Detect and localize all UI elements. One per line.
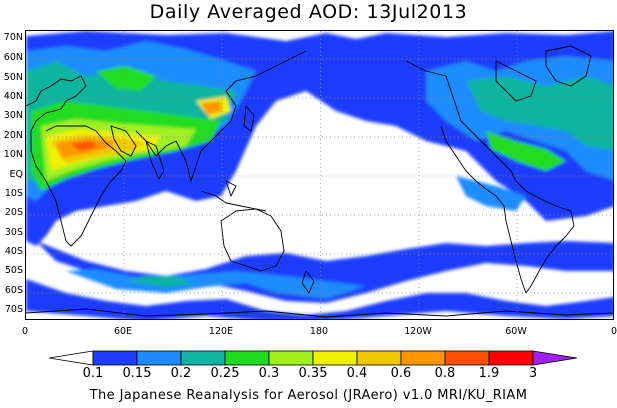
map-title: Daily Averaged AOD: 13Jul2013 bbox=[149, 1, 468, 23]
lat-label: 40S bbox=[4, 246, 23, 257]
colorbar-label: 0.35 bbox=[298, 366, 328, 381]
lat-label: 30S bbox=[4, 227, 23, 238]
colorbar-cell bbox=[92, 350, 138, 366]
footer-credit: The Japanese Reanalysis for Aerosol (JRA… bbox=[89, 388, 528, 403]
colorbar-cell bbox=[136, 350, 182, 366]
colorbar-label: 0.4 bbox=[346, 366, 368, 381]
lat-label: EQ bbox=[9, 169, 23, 180]
aod-map bbox=[25, 30, 614, 320]
lat-label: 30N bbox=[3, 110, 23, 121]
colorbar-label: 0.3 bbox=[258, 366, 280, 381]
lat-label: 50N bbox=[3, 72, 23, 83]
colorbar-cell bbox=[444, 350, 490, 366]
lat-label: 70N bbox=[3, 32, 23, 43]
lat-label: 20N bbox=[3, 130, 23, 141]
lat-label: 40N bbox=[3, 91, 23, 102]
lat-label: 10S bbox=[4, 188, 23, 199]
colorbar-cell bbox=[312, 350, 358, 366]
lat-label: 10N bbox=[3, 149, 23, 160]
colorbar-cell bbox=[532, 350, 578, 366]
colorbar-label: 0.2 bbox=[170, 366, 192, 381]
colorbar-cell bbox=[356, 350, 402, 366]
graticule bbox=[26, 31, 613, 319]
lon-label: 0 bbox=[610, 326, 617, 337]
colorbar-label: 1.9 bbox=[478, 366, 500, 381]
colorbar-cell bbox=[48, 350, 94, 366]
colorbar-label: 0.8 bbox=[434, 366, 456, 381]
lat-label: 70S bbox=[4, 304, 23, 315]
colorbar-cell bbox=[268, 350, 314, 366]
lat-label: 60N bbox=[3, 52, 23, 63]
lon-label: 120W bbox=[404, 326, 432, 337]
coastlines bbox=[26, 45, 613, 318]
lon-label: 60E bbox=[113, 326, 133, 337]
colorbar-label: 0.6 bbox=[390, 366, 412, 381]
colorbar-cell bbox=[224, 350, 270, 366]
lat-label: 50S bbox=[4, 265, 23, 276]
colorbar-label: 0.1 bbox=[82, 366, 104, 381]
colorbar-cell bbox=[400, 350, 446, 366]
lon-label: 180 bbox=[309, 326, 329, 337]
lon-label: 120E bbox=[208, 326, 234, 337]
lat-label: 20S bbox=[4, 207, 23, 218]
lon-label: 0 bbox=[21, 326, 29, 337]
lon-label: 60W bbox=[505, 326, 527, 337]
lat-label: 60S bbox=[4, 285, 23, 296]
colorbar-label: 0.15 bbox=[122, 366, 152, 381]
colorbar-cell bbox=[180, 350, 226, 366]
aod-map-canvas bbox=[26, 31, 613, 319]
colorbar-cell bbox=[488, 350, 534, 366]
colorbar-label: 3 bbox=[528, 366, 538, 381]
colorbar-label: 0.25 bbox=[210, 366, 240, 381]
